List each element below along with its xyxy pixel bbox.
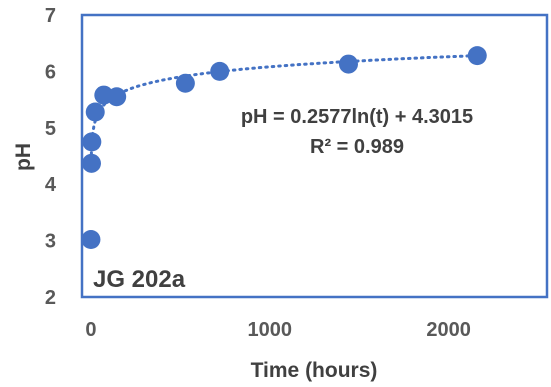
x-tick-labels: 0 1000 2000	[85, 319, 471, 341]
plot-frame	[80, 13, 549, 299]
data-point	[81, 153, 101, 173]
x-tick-label: 1000	[248, 319, 293, 341]
x-tick-label: 2000	[426, 319, 471, 341]
data-point	[338, 54, 358, 74]
data-point	[82, 132, 102, 152]
y-tick-labels: 2 3 4 5 6 7	[45, 5, 57, 309]
y-tick-label: 4	[45, 174, 57, 196]
y-tick-label: 6	[45, 61, 56, 83]
data-point	[467, 46, 487, 66]
x-axis-title: Time (hours)	[251, 359, 378, 382]
trendline-equation: pH = 0.2577ln(t) + 4.3015	[241, 106, 473, 128]
series-annotation: JG 202a	[93, 266, 186, 293]
y-axis-title: pH	[12, 143, 35, 171]
trendline-r2: R² = 0.989	[310, 136, 404, 158]
data-point	[85, 102, 105, 122]
data-points	[81, 46, 487, 249]
x-tick-label: 0	[85, 319, 96, 341]
data-point	[81, 229, 101, 249]
y-tick-label: 3	[45, 231, 56, 253]
data-point	[210, 61, 230, 81]
y-tick-label: 7	[45, 5, 56, 27]
y-tick-label: 5	[45, 118, 56, 140]
y-tick-label: 2	[45, 287, 56, 309]
data-point	[175, 73, 195, 93]
data-point	[107, 87, 127, 107]
